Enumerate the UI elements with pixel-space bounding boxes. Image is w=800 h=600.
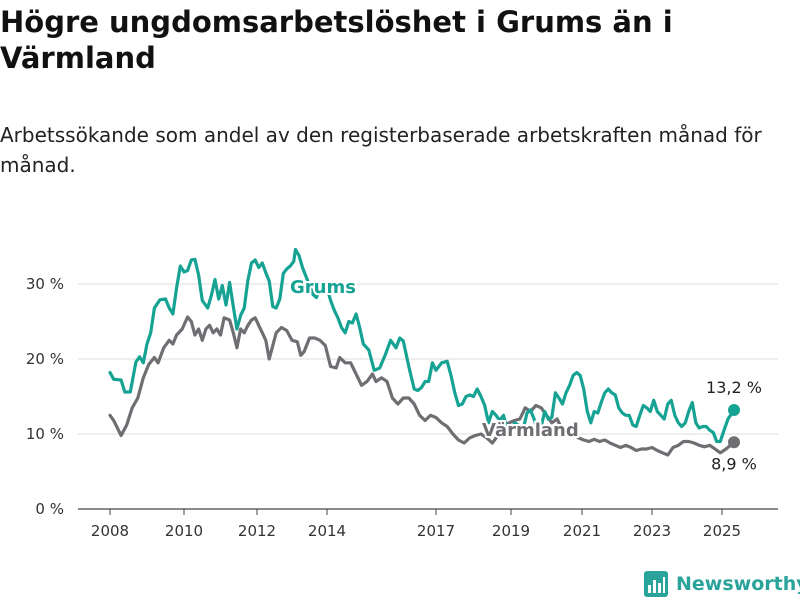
- gridlines: [78, 283, 778, 510]
- x-tick-label: 2023: [633, 522, 671, 540]
- end-point-marker: [728, 404, 740, 416]
- x-tick-label: 2017: [417, 522, 455, 540]
- chart-subtitle: Arbetssökande som andel av den registerb…: [0, 123, 762, 177]
- x-tick-label: 2012: [238, 522, 276, 540]
- series-line-grums: [108, 247, 736, 444]
- newsworthy-logo: Newsworthy: [644, 570, 800, 598]
- series-label-grums: Grums: [290, 277, 356, 298]
- series-line-varmland: [108, 315, 736, 457]
- y-tick-label: 0 %: [35, 500, 64, 518]
- brand-name: Newsworthy: [676, 573, 800, 595]
- series-label-varmland: Värmland: [482, 420, 579, 441]
- x-tick-label: 2025: [703, 522, 741, 540]
- x-tick-label: 2021: [563, 522, 601, 540]
- series-labels: Grums Värmland 13,2 % 8,9 %: [288, 275, 762, 473]
- x-tick-label: 2019: [492, 522, 530, 540]
- chart-title: Högre ungdomsarbetslöshet i Grums än i V…: [0, 5, 673, 75]
- series-lines: [108, 247, 740, 457]
- end-value-varmland: 8,9 %: [711, 454, 757, 473]
- y-tick-label: 30 %: [26, 275, 64, 293]
- end-point-marker: [728, 436, 740, 449]
- end-value-grums: 13,2 %: [706, 378, 762, 397]
- x-axis-ticks: 2008 2010 2012 2014 2017 2019 2021 2023 2025: [91, 509, 741, 540]
- y-tick-label: 10 %: [26, 425, 64, 443]
- y-tick-label: 20 %: [26, 350, 64, 368]
- x-tick-label: 2010: [165, 522, 203, 540]
- x-tick-label: 2014: [308, 522, 346, 540]
- y-axis-ticks: 0 % 10 % 20 % 30 %: [26, 275, 64, 518]
- x-tick-label: 2008: [91, 522, 129, 540]
- bar-chart-logo-icon: [644, 571, 668, 597]
